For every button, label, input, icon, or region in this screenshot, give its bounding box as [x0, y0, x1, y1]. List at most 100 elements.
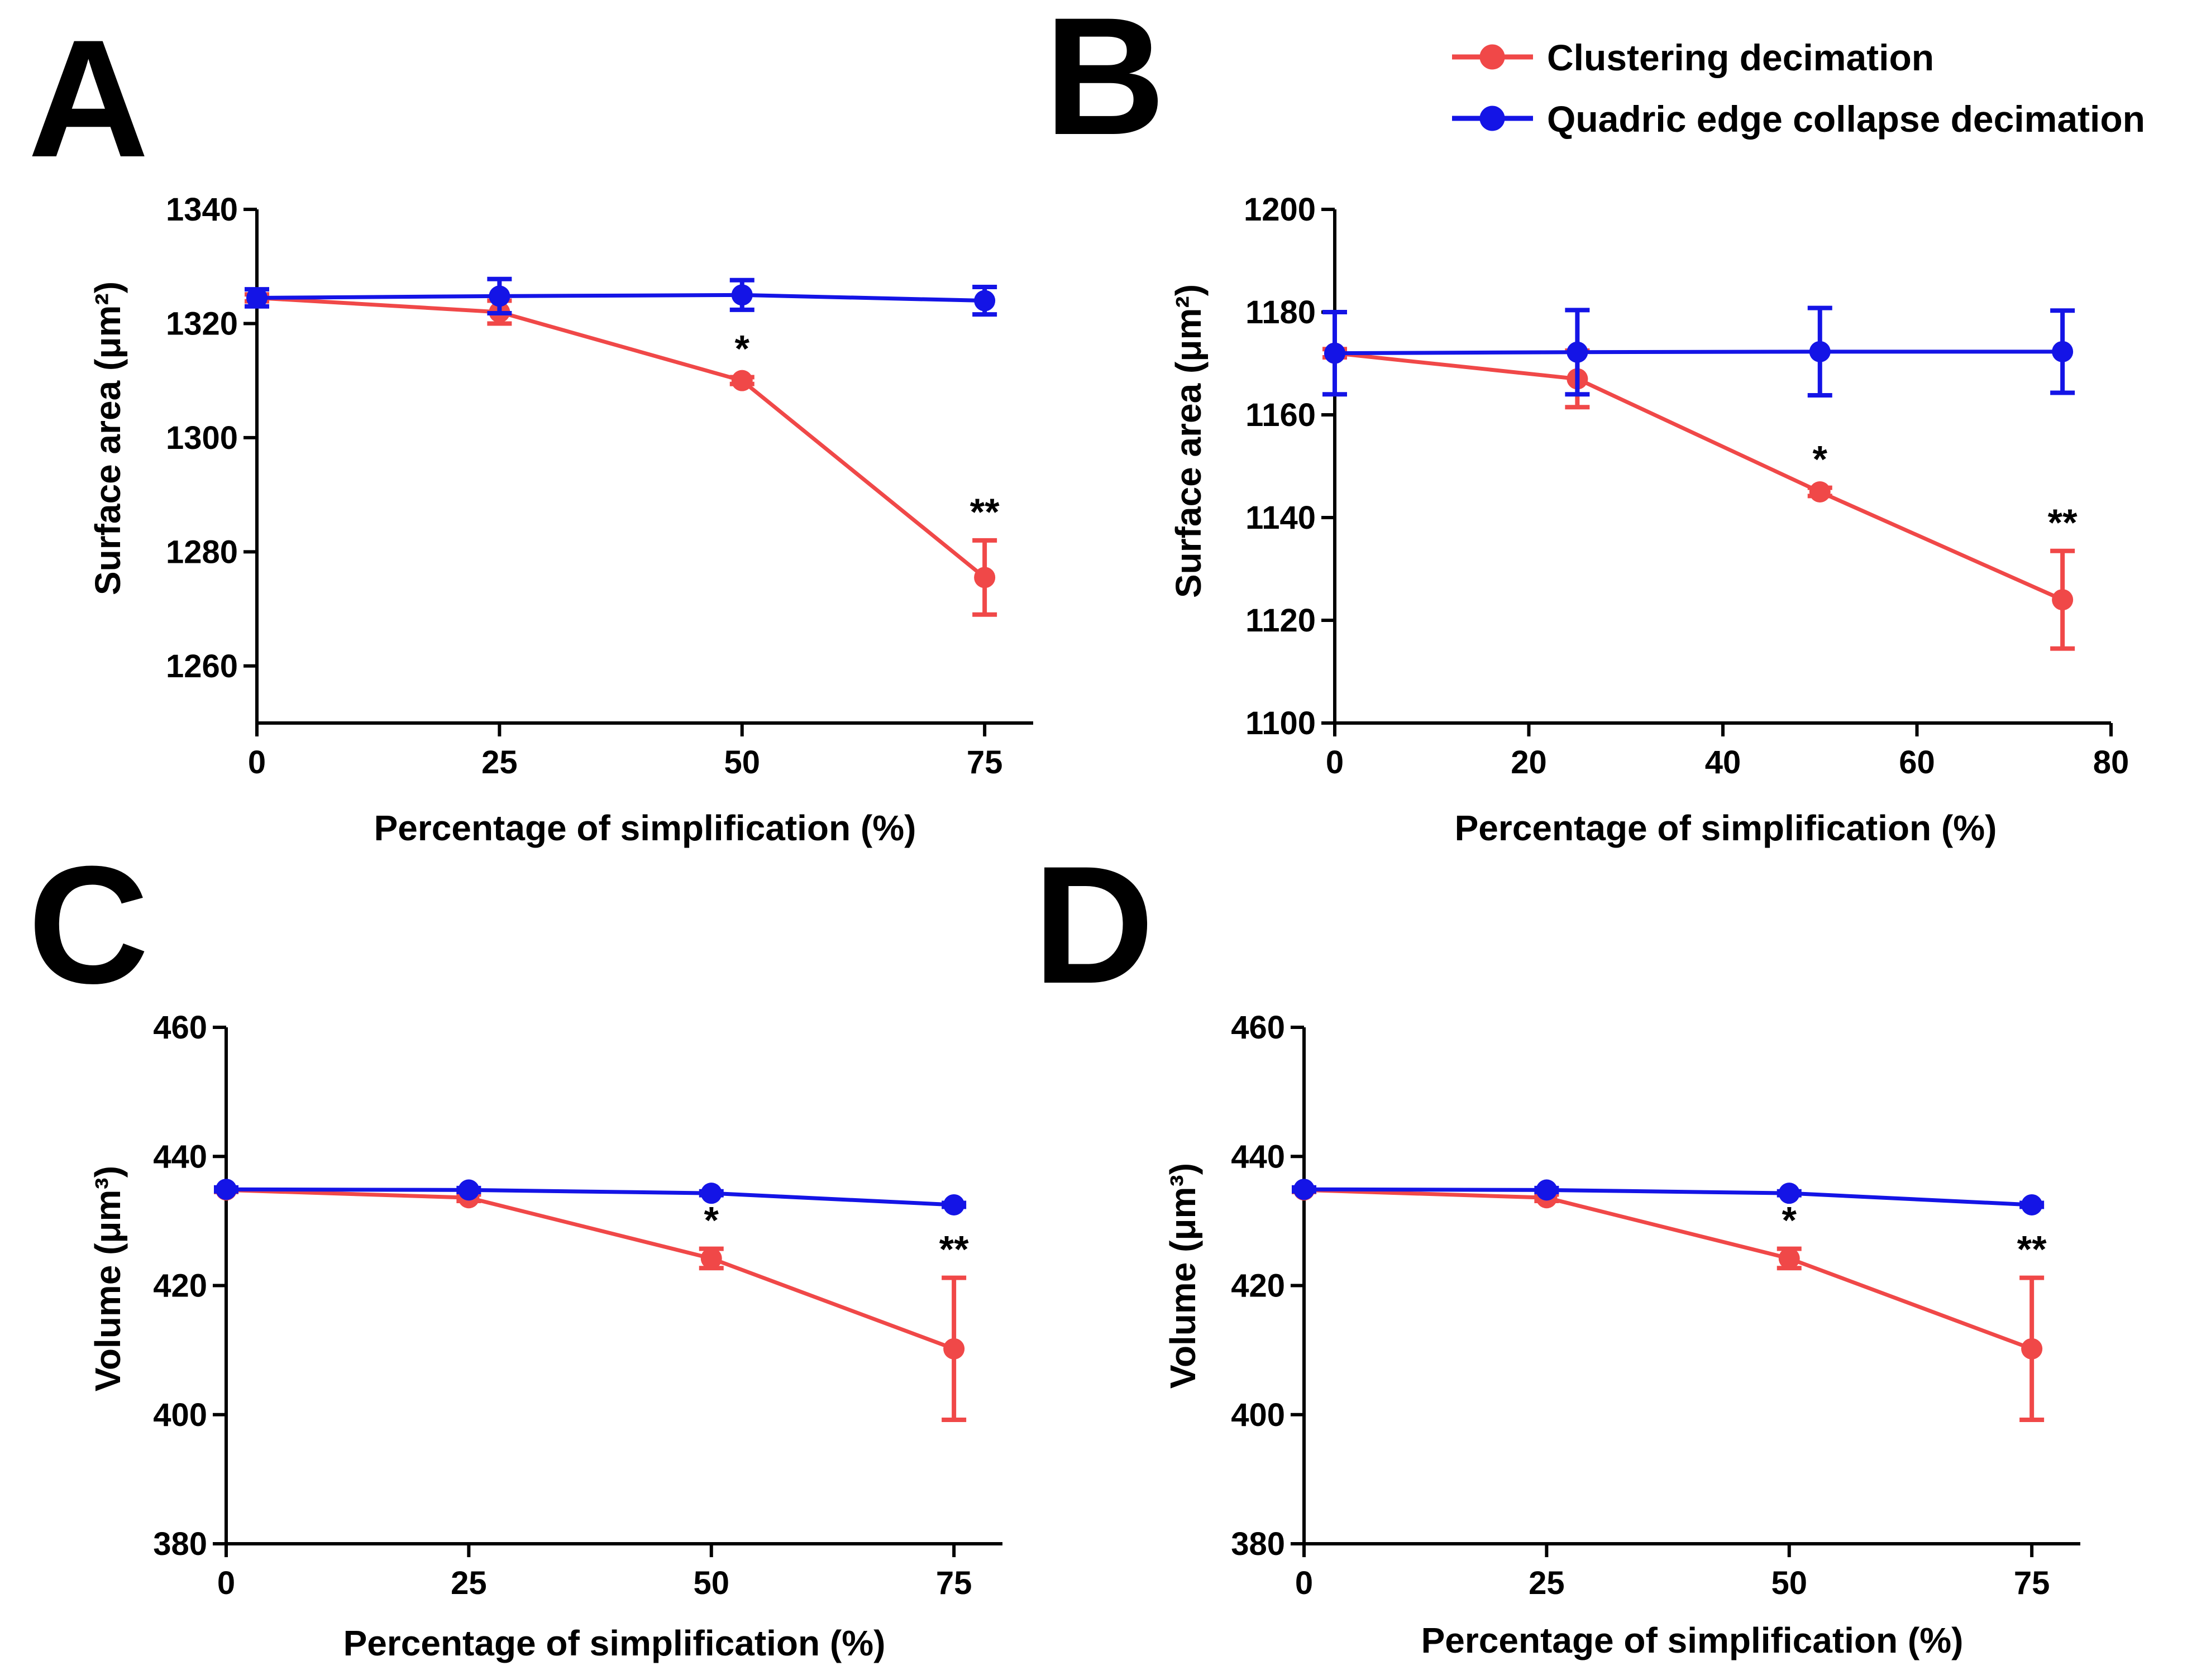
- panel-a-y-tick-label: 1280: [166, 534, 238, 570]
- panel-a-y-tick-label: 1340: [166, 192, 238, 228]
- legend-quadric-marker: [1479, 106, 1505, 131]
- panel-d-y-axis-title: Volume (μm³): [1163, 1163, 1203, 1389]
- panel-c-y-tick-label: 460: [153, 1009, 207, 1046]
- panel-a-significance-marker: *: [735, 328, 750, 370]
- panel-c-clustering-line: [226, 1188, 955, 1351]
- panel-c-x-axis-title: Percentage of simplification (%): [343, 1623, 886, 1663]
- panel-d-letter: D: [1033, 831, 1154, 1018]
- panel-a-clustering-point: [974, 567, 996, 588]
- panel-b-y-tick-label: 1120: [1245, 602, 1316, 639]
- panel-c-x-tick-label: 75: [936, 1565, 972, 1601]
- panel-c-x-tick-label: 50: [693, 1565, 729, 1601]
- panel-c-quadric-point: [458, 1179, 480, 1201]
- panel-b-x-tick-label: 0: [1326, 744, 1344, 781]
- panel-b-y-tick-label: 1160: [1245, 397, 1316, 433]
- panel-c-y-axis-title: Volume (μm³): [88, 1166, 128, 1391]
- panel-a-clustering-line: [256, 295, 986, 580]
- panel-b-y-tick-label: 1140: [1245, 500, 1316, 536]
- panel-b-quadric-point: [1809, 341, 1831, 362]
- panel-c-significance-marker: *: [704, 1199, 719, 1242]
- panel-c-quadric-point: [216, 1179, 237, 1200]
- panel-a-x-axis-title: Percentage of simplification (%): [374, 808, 916, 848]
- panel-a-quadric-point: [974, 290, 996, 312]
- panel-b-letter: B: [1044, 0, 1166, 170]
- panel-d-x-axis-title: Percentage of simplification (%): [1421, 1620, 1964, 1660]
- panel-d-quadric-line: [1303, 1187, 2032, 1207]
- panel-b-y-tick-label: 1200: [1244, 192, 1316, 228]
- panel-b-quadric-point: [1567, 341, 1588, 363]
- panel-d-quadric-point: [2021, 1194, 2043, 1215]
- panel-b-significance-marker: **: [2048, 501, 2078, 544]
- panel-b-y-axis-title: Surface area (μm²): [1168, 284, 1209, 598]
- panel-a-y-tick-label: 1300: [166, 420, 238, 456]
- panel-a-significance-marker: **: [970, 491, 1000, 533]
- panel-d-significance-marker: *: [1782, 1199, 1797, 1242]
- legend-clustering-marker: [1479, 44, 1505, 70]
- panel-d-y-tick-label: 420: [1231, 1268, 1285, 1304]
- panel-a-letter: A: [28, 4, 149, 192]
- panel-d-y-tick-label: 380: [1231, 1526, 1285, 1562]
- panel-d-y-tick-label: 460: [1231, 1009, 1285, 1046]
- panel-c-significance-marker: **: [939, 1228, 969, 1271]
- panel-b-x-tick-label: 60: [1899, 744, 1935, 781]
- panel-c-quadric-line: [226, 1187, 954, 1207]
- panel-b-x-tick-label: 80: [2093, 744, 2129, 781]
- panel-a-y-tick-label: 1260: [166, 648, 238, 685]
- panel-d-significance-marker: **: [2017, 1228, 2047, 1271]
- panel-b-y-tick-label: 1180: [1245, 294, 1316, 331]
- panel-b-quadric-line: [1334, 350, 2063, 356]
- panel-d-quadric-point: [1778, 1183, 1800, 1204]
- panel-b-quadric-point: [1324, 342, 1345, 364]
- panel-d-y-tick-label: 440: [1231, 1138, 1285, 1175]
- panel-a-quadric-line: [256, 293, 985, 303]
- legend-quadric-label: Quadric edge collapse decimation: [1547, 98, 2145, 140]
- panel-d-x-tick-label: 25: [1529, 1565, 1565, 1601]
- panel-d-clustering-point: [2021, 1338, 2043, 1360]
- panel-b-x-axis-title: Percentage of simplification (%): [1455, 808, 1997, 848]
- panel-b-clustering-point: [2052, 589, 2074, 611]
- panel-b-clustering-line: [1334, 351, 2064, 602]
- panel-d-x-tick-label: 0: [1295, 1565, 1313, 1601]
- panel-d-quadric-point: [1536, 1179, 1558, 1201]
- panel-c-quadric-point: [943, 1194, 965, 1215]
- panel-d-clustering-point: [1778, 1247, 1800, 1269]
- panel-c-clustering-point: [943, 1338, 965, 1360]
- panel-a-clustering-point: [731, 370, 753, 391]
- panel-a-quadric-point: [731, 284, 753, 306]
- panel-c-y-tick-label: 420: [153, 1268, 207, 1304]
- panel-c-x-tick-label: 0: [217, 1565, 235, 1601]
- panel-c-quadric-point: [700, 1183, 722, 1204]
- panel-a-x-tick-label: 75: [967, 744, 1003, 781]
- panel-a-x-tick-label: 0: [248, 744, 266, 781]
- panel-a-x-tick-label: 50: [724, 744, 760, 781]
- panel-b-clustering-point: [1809, 481, 1831, 502]
- panel-d-clustering-line: [1303, 1188, 2033, 1351]
- legend-clustering-label: Clustering decimation: [1547, 37, 1934, 78]
- panel-b-y-tick-label: 1100: [1245, 705, 1316, 741]
- panel-c-letter: C: [28, 831, 149, 1018]
- panel-c-y-tick-label: 440: [153, 1138, 207, 1175]
- panel-b-x-tick-label: 20: [1511, 744, 1547, 781]
- panel-a-y-axis-title: Surface area (μm²): [88, 281, 128, 595]
- panel-c-y-tick-label: 380: [153, 1526, 207, 1562]
- panel-c-y-tick-label: 400: [153, 1397, 207, 1433]
- panel-d-y-tick-label: 400: [1231, 1397, 1285, 1433]
- panel-b-significance-marker: *: [1813, 438, 1828, 481]
- panel-b-x-tick-label: 40: [1705, 744, 1741, 781]
- panel-a-quadric-point: [246, 287, 268, 309]
- panel-d-quadric-point: [1293, 1179, 1315, 1200]
- panel-a-y-tick-label: 1320: [166, 305, 238, 342]
- panel-a-x-tick-label: 25: [481, 744, 518, 781]
- panel-b-quadric-point: [2052, 341, 2074, 362]
- legend: Clustering decimation Quadric edge colla…: [1452, 37, 2145, 140]
- panel-d-x-tick-label: 75: [2014, 1565, 2050, 1601]
